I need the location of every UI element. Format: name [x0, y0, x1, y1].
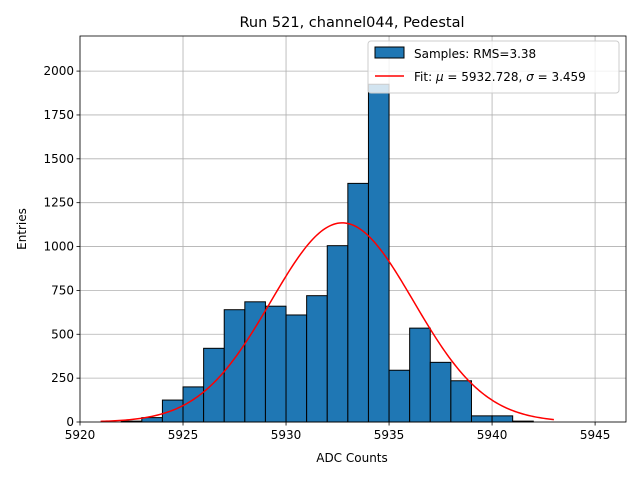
- histogram-bars: [120, 83, 534, 423]
- x-axis-ticks: 5920 5925 5930 5935 5940 5945: [65, 422, 611, 442]
- y-axis-label: Entries: [15, 208, 29, 250]
- legend-samples-label: Samples: RMS=3.38: [414, 47, 536, 61]
- histogram-bar: [264, 305, 287, 423]
- x-tick-label: 5940: [477, 428, 508, 442]
- legend-fit-sigma-value: = 3.459: [534, 70, 586, 84]
- x-tick-label: 5920: [65, 428, 96, 442]
- chart-title: Run 521, channel044, Pedestal: [239, 15, 464, 31]
- fit-curve: [100, 222, 554, 423]
- legend-fit-sigma-symbol: σ: [526, 70, 534, 84]
- histogram-bar: [388, 369, 411, 423]
- histogram-bar: [367, 83, 390, 423]
- histogram-bar: [409, 327, 431, 423]
- y-axis-ticks: 0 250 500 750 1000 1250 1500 1750 2000: [43, 64, 80, 429]
- legend: Samples: RMS=3.38 Fit: μ = 5932.728, σ =…: [367, 40, 620, 94]
- x-tick-label: 5925: [168, 428, 199, 442]
- y-tick-label: 750: [51, 283, 74, 297]
- histogram-bar: [470, 415, 493, 423]
- histogram-bar: [306, 295, 328, 423]
- legend-frame: [367, 40, 620, 94]
- legend-fit-label: Fit: μ = 5932.728, σ = 3.459: [414, 70, 586, 84]
- y-tick-label: 250: [51, 371, 74, 385]
- legend-samples-swatch: [374, 46, 405, 59]
- y-tick-label: 0: [66, 415, 74, 429]
- y-tick-label: 500: [51, 327, 74, 341]
- histogram-bar: [285, 314, 308, 423]
- x-axis-label: ADC Counts: [316, 451, 388, 465]
- y-tick-label: 1000: [43, 240, 74, 254]
- legend-fit-mu-value: = 5932.728,: [444, 70, 527, 84]
- y-tick-label: 1500: [43, 152, 74, 166]
- histogram-bar: [491, 415, 514, 423]
- histogram-bar: [223, 309, 246, 423]
- y-tick-label: 1750: [43, 108, 74, 122]
- histogram-bar: [326, 245, 349, 423]
- x-tick-label: 5935: [374, 428, 405, 442]
- histogram-bar: [429, 361, 452, 423]
- histogram-bar: [244, 301, 266, 423]
- histogram-bar: [450, 380, 472, 423]
- y-tick-label: 1250: [43, 196, 74, 210]
- x-tick-label: 5930: [271, 428, 302, 442]
- histogram-bar: [347, 182, 369, 423]
- grid-lines: [79, 36, 626, 423]
- plot-frame: [79, 35, 627, 423]
- legend-fit-mu-symbol: μ: [435, 70, 444, 84]
- histogram-bar: [203, 347, 225, 423]
- x-tick-label: 5945: [580, 428, 611, 442]
- legend-fit-prefix: Fit:: [414, 70, 436, 84]
- y-tick-label: 2000: [43, 64, 74, 78]
